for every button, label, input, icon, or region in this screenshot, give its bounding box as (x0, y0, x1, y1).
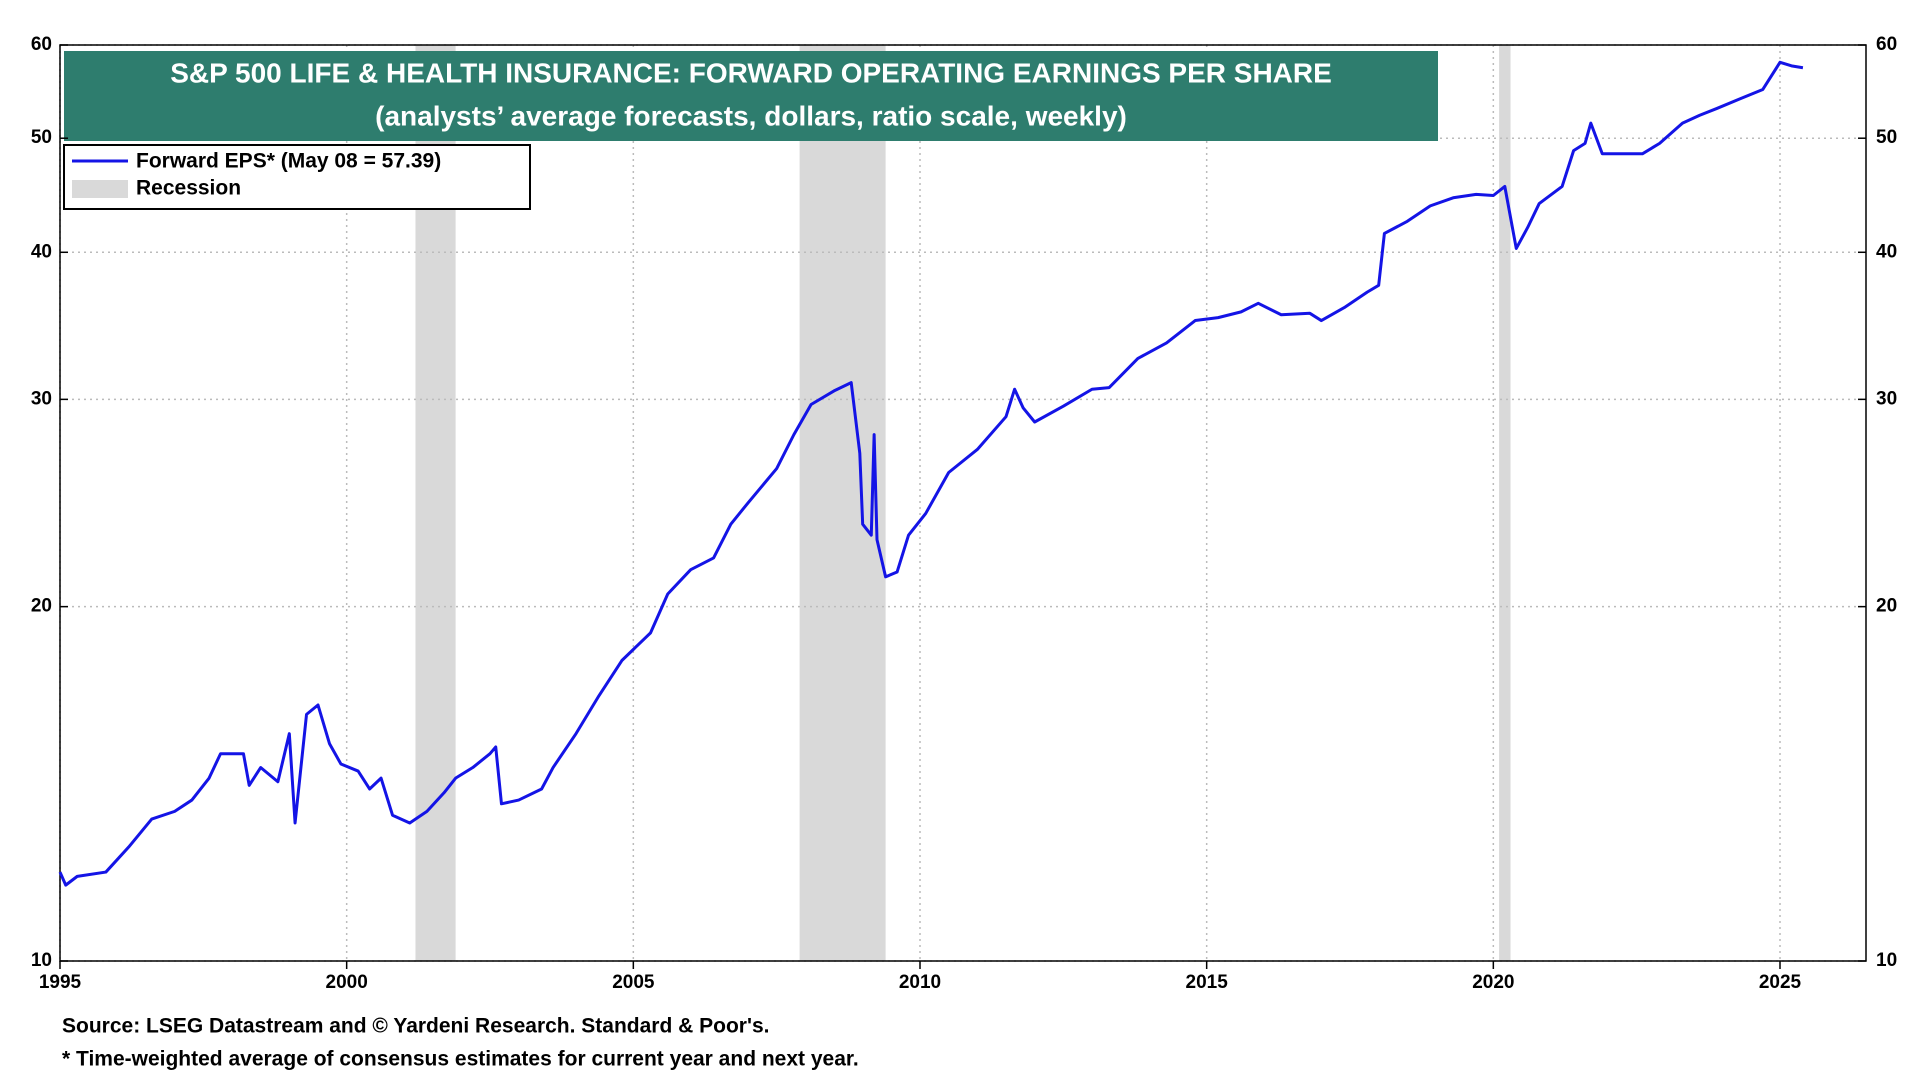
x-tick-label: 2025 (1759, 972, 1802, 993)
x-tick-label: 2000 (326, 972, 368, 993)
legend-label: Recession (136, 177, 241, 200)
y-tick-label: 40 (31, 241, 52, 262)
legend-box (63, 144, 531, 210)
y2-tick-label: 10 (1876, 950, 1897, 971)
x-tick-label: 2010 (899, 972, 941, 993)
y2-tick-label: 20 (1876, 596, 1897, 617)
x-tick-label: 2015 (1186, 972, 1229, 993)
legend-label: Forward EPS* (May 08 = 57.39) (136, 150, 441, 173)
y-tick-label: 10 (31, 950, 52, 971)
title-box (64, 51, 1438, 141)
y-tick-label: 50 (31, 127, 52, 148)
footnote: * Time-weighted average of consensus est… (62, 1048, 859, 1071)
y-tick-label: 30 (31, 388, 52, 409)
x-tick-label: 2005 (612, 972, 655, 993)
y2-tick-label: 40 (1876, 241, 1897, 262)
chart-title: S&P 500 LIFE & HEALTH INSURANCE: FORWARD… (170, 57, 1332, 88)
y2-tick-label: 30 (1876, 388, 1897, 409)
chart-subtitle: (analysts’ average forecasts, dollars, r… (375, 100, 1127, 131)
data-line (58, 60, 1804, 887)
recession-band (1499, 45, 1511, 961)
x-tick-label: 1995 (39, 972, 82, 993)
source-note: Source: LSEG Datastream and © Yardeni Re… (62, 1015, 769, 1038)
legend-swatch (72, 180, 128, 198)
y-tick-label: 20 (31, 596, 52, 617)
plot-frame (59, 44, 1867, 962)
y2-tick-label: 50 (1876, 127, 1897, 148)
y-tick-label: 60 (31, 34, 52, 55)
x-tick-label: 2020 (1472, 972, 1514, 993)
y2-tick-label: 60 (1876, 34, 1897, 55)
